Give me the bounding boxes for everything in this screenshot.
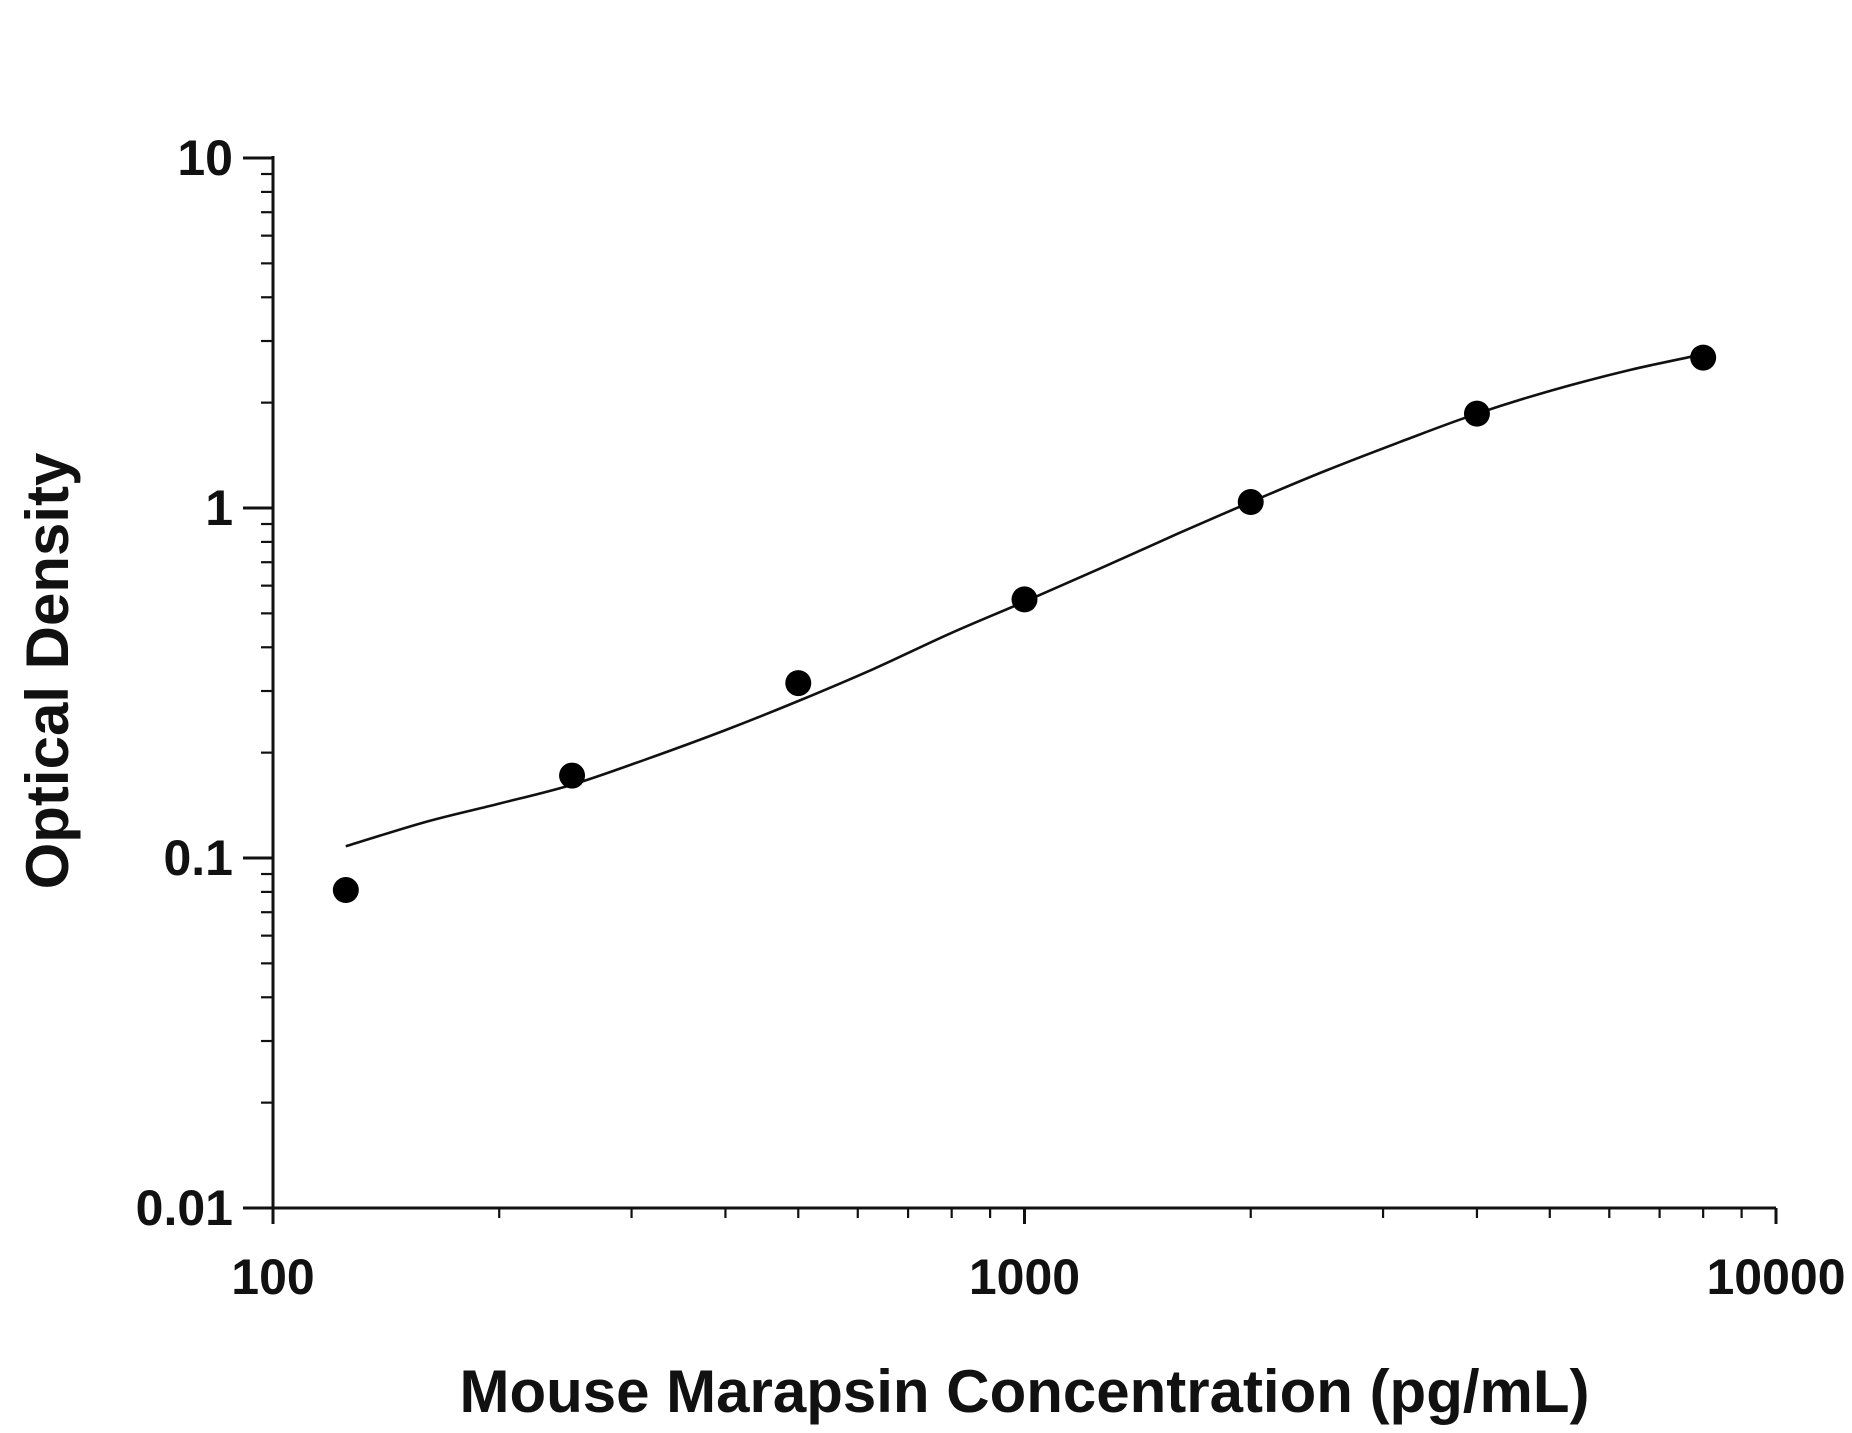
x-tick-label: 100: [231, 1249, 314, 1305]
minor-ticks: [261, 172, 1743, 1218]
data-point: [1463, 400, 1490, 427]
y-tick-label: 10: [177, 130, 233, 186]
x-tick-labels: 100 1000 10000: [231, 1249, 1845, 1305]
data-point: [1237, 489, 1264, 516]
x-tick-label: 1000: [969, 1249, 1080, 1305]
x-axis-title: Mouse Marapsin Concentration (pg/mL): [459, 1358, 1589, 1425]
data-point: [1011, 586, 1038, 613]
data-point: [559, 762, 586, 789]
data-point: [1690, 344, 1717, 371]
data-points: [332, 344, 1717, 904]
y-tick-labels: 0.01 0.1 1 10: [136, 130, 233, 1236]
x-tick-label: 10000: [1706, 1249, 1845, 1305]
data-point: [332, 877, 359, 904]
data-point: [785, 670, 812, 697]
y-axis-title: Optical Density: [14, 452, 81, 889]
y-tick-label: 0.01: [136, 1180, 233, 1236]
y-tick-label: 1: [205, 480, 233, 536]
major-ticks: [243, 156, 1778, 1224]
y-tick-label: 0.1: [163, 830, 233, 886]
